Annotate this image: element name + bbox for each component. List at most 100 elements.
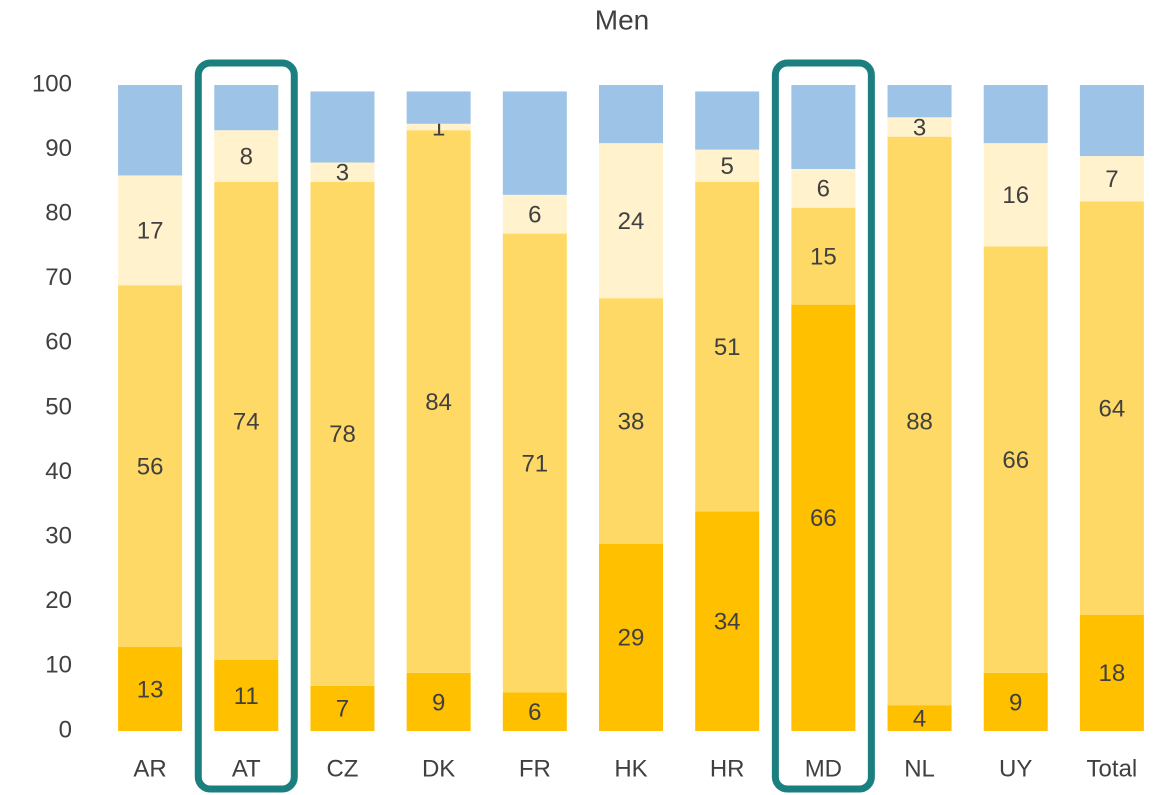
chart-title: Men (595, 4, 649, 35)
data-label: 6 (817, 176, 830, 203)
data-label: 64 (1099, 395, 1126, 422)
bar-segment (310, 91, 375, 163)
y-tick-label: 10 (45, 652, 72, 679)
bar-segment (406, 672, 471, 731)
bar-segment (599, 543, 663, 731)
y-tick-label: 20 (45, 587, 72, 614)
x-tick-label: DK (422, 755, 455, 782)
bar-segment (214, 130, 279, 182)
data-label: 17 (137, 218, 164, 245)
y-tick-label: 30 (45, 523, 72, 550)
data-label: 66 (810, 505, 837, 532)
bar-segment (1079, 85, 1144, 157)
data-label: 24 (618, 208, 645, 235)
y-tick-label: 40 (45, 458, 72, 485)
data-label: 7 (336, 696, 349, 723)
bar-segment (887, 117, 952, 137)
data-label: 29 (618, 625, 645, 652)
highlight-box (194, 59, 298, 793)
x-tick-label: UY (999, 755, 1032, 782)
data-label: 13 (137, 676, 164, 703)
bar-segment (118, 85, 183, 176)
bar-segment (502, 194, 567, 234)
data-label: 7 (1105, 166, 1118, 193)
bar-segment (791, 168, 856, 208)
data-label: 16 (1002, 182, 1029, 209)
y-tick-label: 100 (32, 70, 72, 97)
y-tick-label: 70 (45, 264, 72, 291)
data-label: 5 (721, 153, 734, 180)
bar-segment (791, 207, 856, 305)
bar-segment (1079, 614, 1144, 731)
y-tick-label: 50 (45, 393, 72, 420)
data-label: 34 (714, 609, 741, 636)
bar-segment (695, 181, 760, 512)
x-tick-label: HR (710, 755, 745, 782)
bar-segment (118, 175, 183, 286)
x-tick-label: AR (133, 755, 166, 782)
data-label: 15 (810, 244, 837, 271)
bar-segment (118, 647, 183, 731)
bar-segment (1079, 156, 1144, 202)
bar-segment (214, 85, 279, 131)
y-tick-label: 60 (45, 329, 72, 356)
bar-segment (502, 233, 567, 693)
highlight-box (771, 59, 875, 793)
x-tick-label: HK (614, 755, 647, 782)
bar-segment (214, 181, 279, 660)
data-label: 9 (432, 689, 445, 716)
bar-segment (695, 511, 760, 731)
bar-segment (983, 246, 1048, 673)
bar-segment (599, 298, 663, 544)
data-label: 84 (425, 389, 452, 416)
data-label: 9 (1009, 689, 1022, 716)
bar-segment (887, 85, 952, 118)
data-label: 56 (137, 453, 164, 480)
bar-segment (983, 85, 1048, 144)
data-label: 88 (906, 408, 933, 435)
bar-segment (695, 149, 760, 182)
y-tick-label: 0 (59, 716, 72, 743)
bar-segment (983, 672, 1048, 731)
x-tick-label: MD (805, 755, 842, 782)
data-label: 71 (521, 450, 548, 477)
bar-segment (502, 692, 567, 731)
bar-segment (406, 123, 471, 131)
data-label: 11 (234, 683, 259, 710)
bar-segment (791, 304, 856, 731)
x-tick-label: AT (232, 755, 261, 782)
data-label: 18 (1099, 660, 1126, 687)
data-label: 3 (336, 160, 349, 187)
y-tick-label: 90 (45, 135, 72, 162)
bar-segment (118, 285, 183, 648)
bar-segment (599, 85, 663, 144)
x-tick-label: CZ (326, 755, 358, 782)
data-label: 38 (618, 408, 645, 435)
data-label: 66 (1002, 447, 1029, 474)
bar-segment (983, 143, 1048, 247)
bar-segment (406, 91, 471, 124)
data-label: 6 (528, 699, 541, 726)
bar-segment (310, 685, 375, 731)
x-tick-label: FR (519, 755, 551, 782)
x-tick-label: Total (1087, 755, 1138, 782)
data-label: 8 (240, 143, 253, 170)
x-tick-label: NL (904, 755, 935, 782)
bar-segment (791, 85, 856, 169)
bar-segment (695, 91, 760, 150)
bar-segment (406, 130, 471, 673)
bar-segment (502, 91, 567, 195)
data-label: 51 (714, 334, 741, 361)
bar-segment (599, 143, 663, 299)
bar-segment (887, 705, 952, 731)
bar-segment (214, 659, 279, 731)
y-tick-label: 80 (45, 200, 72, 227)
bar-segment (1079, 201, 1144, 615)
bar-segment (887, 136, 952, 706)
data-label: 6 (528, 202, 541, 229)
data-label: 74 (233, 408, 260, 435)
data-label: 3 (913, 114, 926, 141)
data-label: 4 (913, 705, 926, 732)
